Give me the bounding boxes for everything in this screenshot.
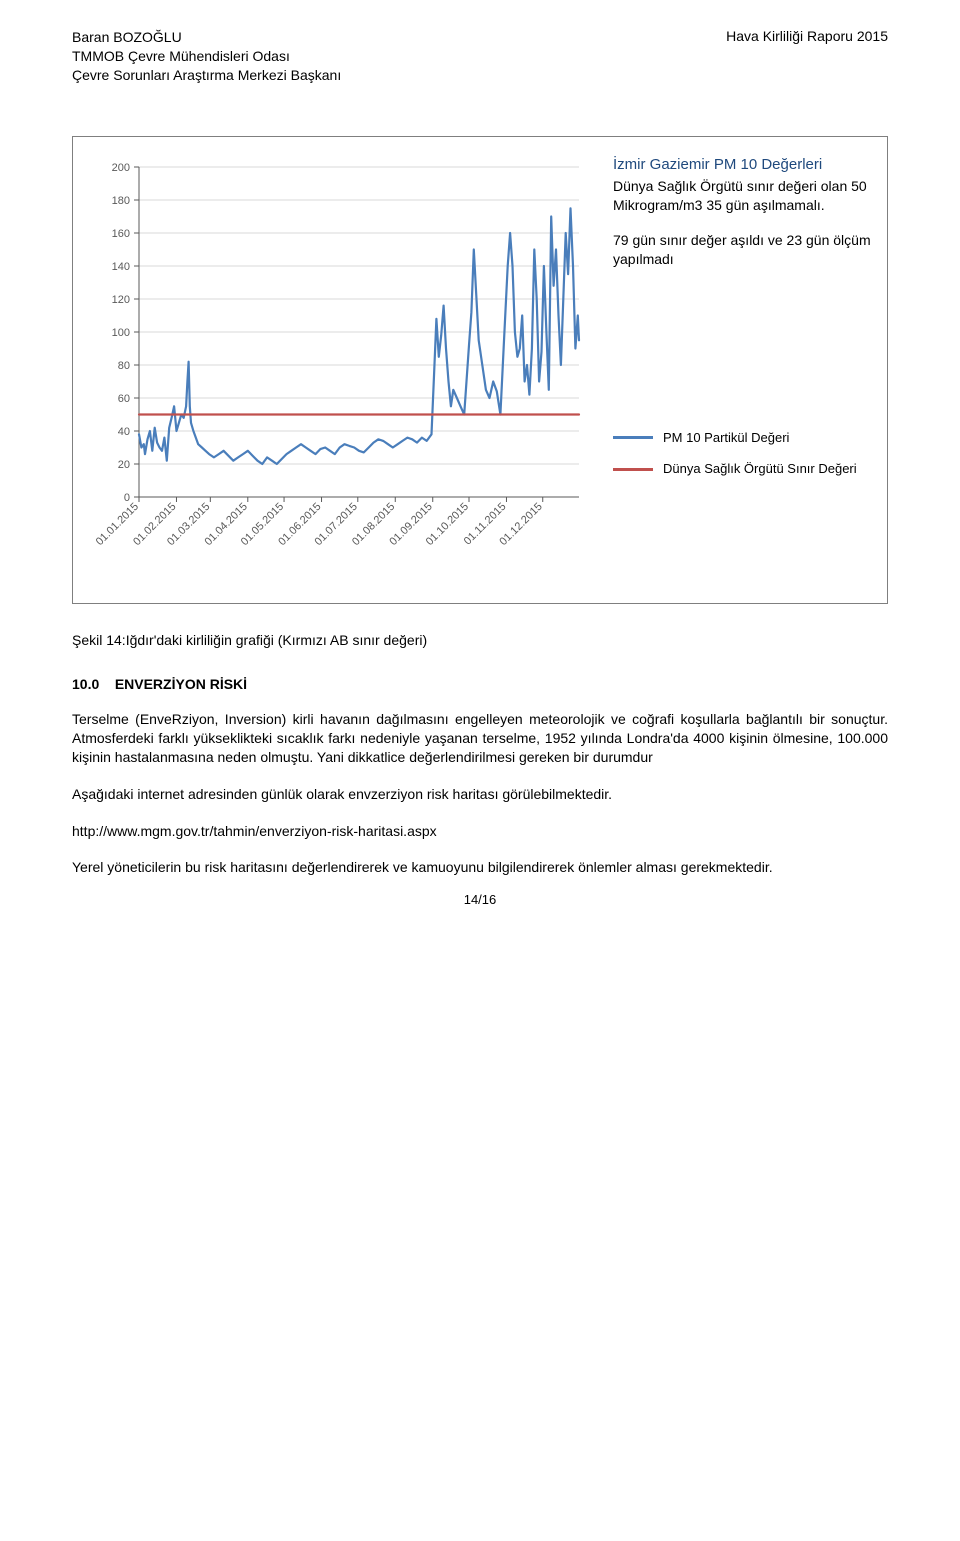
header-org1: TMMOB Çevre Mühendisleri Odası — [72, 47, 341, 66]
section-title: ENVERZİYON RİSKİ — [115, 676, 247, 692]
header-org2: Çevre Sorunları Araştırma Merkezi Başkan… — [72, 66, 341, 85]
body-url: http://www.mgm.gov.tr/tahmin/enverziyon-… — [72, 822, 888, 841]
svg-text:80: 80 — [118, 360, 130, 372]
legend-label: Dünya Sağlık Örgütü Sınır Değeri — [663, 460, 857, 478]
header-right: Hava Kirliliği Raporu 2015 — [726, 28, 888, 44]
body-paragraph: Terselme (EnveRziyon, Inversion) kirli h… — [72, 710, 888, 767]
chart-side-line: Dünya Sağlık Örgütü sınır değeri olan 50… — [613, 177, 871, 215]
header-left: Baran BOZOĞLU TMMOB Çevre Mühendisleri O… — [72, 28, 341, 85]
figure-caption: Şekil 14:Iğdır'daki kirliliğin grafiği (… — [72, 632, 888, 648]
svg-text:200: 200 — [112, 162, 130, 174]
body-paragraph: Aşağıdaki internet adresinden günlük ola… — [72, 785, 888, 804]
svg-text:140: 140 — [112, 261, 130, 273]
chart-frame: 02040608010012014016018020001.01.201501.… — [72, 136, 888, 604]
legend-swatch — [613, 436, 653, 439]
svg-text:60: 60 — [118, 393, 130, 405]
section-number: 10.0 — [72, 676, 99, 692]
legend-swatch — [613, 468, 653, 471]
svg-text:40: 40 — [118, 426, 130, 438]
svg-text:20: 20 — [118, 459, 130, 471]
header-report-title: Hava Kirliliği Raporu 2015 — [726, 28, 888, 44]
section-heading: 10.0 ENVERZİYON RİSKİ — [72, 676, 888, 692]
chart-row: 02040608010012014016018020001.01.201501.… — [89, 155, 871, 591]
svg-text:0: 0 — [124, 492, 130, 504]
legend-item: PM 10 Partikül Değeri — [613, 429, 871, 447]
svg-text:180: 180 — [112, 195, 130, 207]
body-paragraph: Yerel yöneticilerin bu risk haritasını d… — [72, 858, 888, 877]
svg-text:120: 120 — [112, 294, 130, 306]
svg-text:100: 100 — [112, 327, 130, 339]
chart-legend: PM 10 Partikül Değeri Dünya Sağlık Örgütü… — [613, 429, 871, 478]
svg-text:160: 160 — [112, 228, 130, 240]
legend-item: Dünya Sağlık Örgütü Sınır Değeri — [613, 460, 871, 478]
chart-side-note: İzmir Gaziemir PM 10 Değerleri Dünya Sağ… — [613, 155, 871, 478]
main-content: 02040608010012014016018020001.01.201501.… — [72, 136, 888, 877]
header-author: Baran BOZOĞLU — [72, 28, 341, 47]
legend-label: PM 10 Partikül Değeri — [663, 429, 789, 447]
page-number: 14/16 — [0, 892, 960, 907]
chart-side-title: İzmir Gaziemir PM 10 Değerleri — [613, 155, 871, 175]
enverziyon-link[interactable]: http://www.mgm.gov.tr/tahmin/enverziyon-… — [72, 823, 437, 839]
chart-side-line: 79 gün sınır değer aşıldı ve 23 gün ölçü… — [613, 231, 871, 269]
pm10-line-chart: 02040608010012014016018020001.01.201501.… — [89, 155, 599, 591]
